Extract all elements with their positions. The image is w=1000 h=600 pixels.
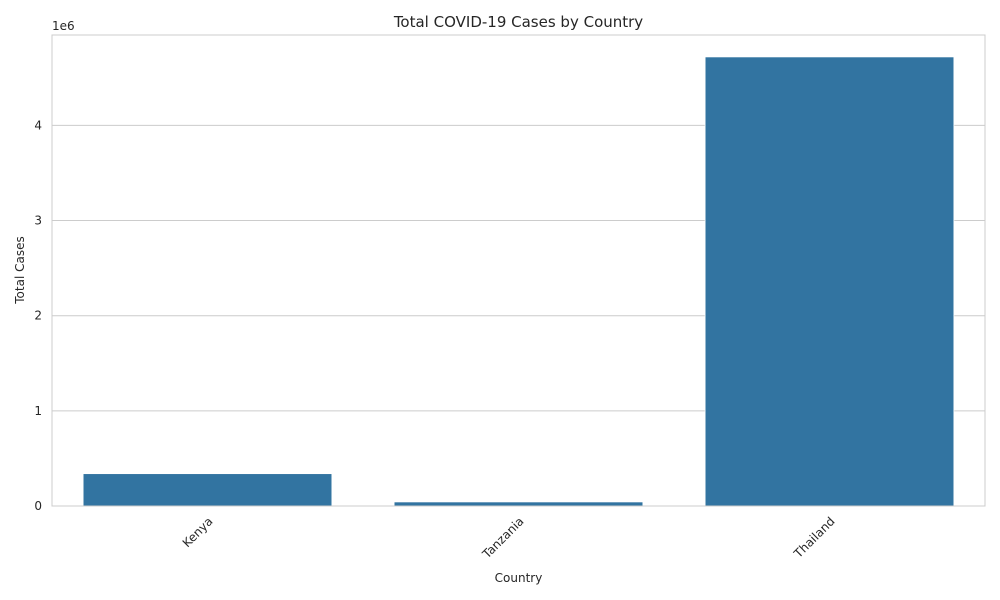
y-tick-label: 1 bbox=[34, 404, 42, 418]
x-tick-label: Kenya bbox=[180, 514, 216, 550]
x-tick-label: Tanzania bbox=[479, 514, 527, 562]
bar-thailand bbox=[704, 56, 955, 507]
y-axis-label: Total Cases bbox=[13, 236, 27, 304]
y-tick-label: 3 bbox=[34, 214, 42, 228]
x-tick-labels: Kenya Tanzania Thailand bbox=[180, 514, 838, 562]
y-tick-labels: 0 1 2 3 4 bbox=[34, 118, 42, 513]
chart-title: Total COVID-19 Cases by Country bbox=[393, 13, 643, 31]
x-tick-label: Thailand bbox=[791, 514, 838, 561]
y-tick-label: 2 bbox=[34, 309, 42, 323]
y-axis-offset-label: 1e6 bbox=[52, 19, 75, 33]
plot-frame bbox=[51, 34, 986, 507]
bars bbox=[82, 56, 955, 507]
y-tick-label: 4 bbox=[34, 118, 42, 132]
bar-kenya bbox=[82, 473, 333, 507]
x-axis-label: Country bbox=[495, 571, 543, 585]
bar-tanzania bbox=[393, 501, 644, 507]
y-tick-label: 0 bbox=[34, 499, 42, 513]
